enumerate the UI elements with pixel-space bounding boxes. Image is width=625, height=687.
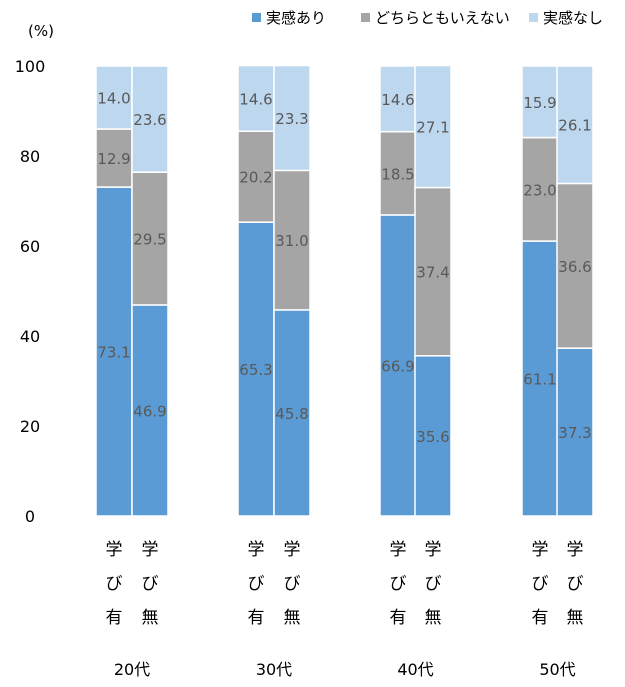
- bar-label-char: び: [248, 574, 265, 594]
- bar-label-char: び: [390, 574, 407, 594]
- bar-label-char: び: [142, 574, 159, 594]
- bar-label-char: び: [425, 574, 442, 594]
- data-label: 14.6: [381, 91, 414, 109]
- bar-segment: [521, 65, 559, 139]
- data-label: 65.3: [239, 361, 272, 379]
- bar-segment: [273, 64, 311, 172]
- bar-label-char: 有: [248, 608, 265, 628]
- y-tick-label: 60: [20, 237, 40, 256]
- legend: 実感あり どちらともいえない 実感なし: [252, 9, 603, 27]
- bar-label-char: 学: [567, 540, 584, 560]
- bar-segment: [521, 240, 559, 517]
- bar-label-char: 無: [284, 608, 301, 628]
- bar-segment: [521, 136, 559, 242]
- data-label: 14.6: [239, 90, 272, 108]
- bar-label-char: 無: [567, 608, 584, 628]
- bar-label-char: 学: [284, 540, 301, 560]
- data-label: 27.1: [416, 119, 449, 137]
- bar-label-char: 有: [390, 608, 407, 628]
- legend-swatch: [361, 13, 370, 22]
- bar-segment: [237, 64, 275, 132]
- bar-segment: [237, 221, 275, 517]
- data-labels: 73.1 12.9 14.0 46.9 29.5 23.6 65.3 20.2 14.6 45.8…: [97, 90, 591, 446]
- bars: [95, 64, 594, 517]
- y-axis-ticks: 0 20 40 60 80 100: [15, 57, 46, 526]
- bar-segment: [414, 186, 452, 357]
- bar-label-char: 学: [248, 540, 265, 560]
- data-label: 45.8: [275, 405, 308, 423]
- data-label: 66.9: [381, 357, 414, 375]
- bar-segment: [131, 171, 169, 306]
- bar-label-char: び: [284, 574, 301, 594]
- bar-label-char: 学: [106, 540, 123, 560]
- bar-label-char: 学: [425, 540, 442, 560]
- group-label: 50代: [539, 660, 575, 679]
- legend-label: 実感なし: [543, 9, 603, 27]
- data-label: 26.1: [558, 117, 591, 135]
- data-label: 35.6: [416, 428, 449, 446]
- data-label: 23.0: [523, 181, 556, 199]
- bar-label-char: 学: [142, 540, 159, 560]
- data-label: 31.0: [275, 232, 308, 250]
- y-tick-label: 0: [25, 507, 35, 526]
- y-tick-label: 80: [20, 147, 40, 166]
- bar-segment: [273, 309, 311, 517]
- bar-segment: [556, 65, 594, 185]
- bar-label-char: 有: [532, 608, 549, 628]
- data-label: 36.6: [558, 258, 591, 276]
- bar-label-char: び: [532, 574, 549, 594]
- data-label: 29.5: [133, 231, 166, 249]
- bar-segment: [131, 304, 169, 517]
- legend-swatch: [529, 13, 538, 22]
- bar-label-char: び: [106, 574, 123, 594]
- data-label: 46.9: [133, 402, 166, 420]
- bar-label-char: 学: [390, 540, 407, 560]
- data-label: 14.0: [97, 90, 130, 108]
- data-label: 12.9: [97, 150, 130, 168]
- data-label: 15.9: [523, 94, 556, 112]
- bar-segment: [131, 65, 169, 173]
- bar-label-char: 無: [425, 608, 442, 628]
- y-tick-label: 40: [20, 327, 40, 346]
- data-label: 37.4: [416, 264, 449, 282]
- group-label: 20代: [114, 660, 150, 679]
- bar-segment: [379, 214, 417, 517]
- group-label: 40代: [397, 660, 433, 679]
- bar-segment: [95, 65, 133, 130]
- data-label: 18.5: [381, 165, 414, 183]
- bar-segment: [273, 169, 311, 311]
- legend-label: どちらともいえない: [375, 9, 510, 27]
- bar-segment: [556, 182, 594, 349]
- y-tick-label: 100: [15, 57, 46, 76]
- bar-segment: [414, 355, 452, 517]
- data-label: 23.6: [133, 111, 166, 129]
- legend-swatch: [252, 13, 261, 22]
- bar-label-char: 無: [142, 608, 159, 628]
- data-label: 37.3: [558, 424, 591, 442]
- y-tick-label: 20: [20, 417, 40, 436]
- legend-label: 実感あり: [266, 9, 326, 27]
- y-axis-unit-label: (%): [28, 22, 54, 40]
- data-label: 61.1: [523, 371, 556, 389]
- bar-label-char: 学: [532, 540, 549, 560]
- data-label: 20.2: [239, 169, 272, 187]
- group-label: 30代: [256, 660, 292, 679]
- data-label: 23.3: [275, 110, 308, 128]
- bar-segment: [414, 64, 452, 189]
- bar-label-char: 有: [106, 608, 123, 628]
- bar-segment: [237, 130, 275, 223]
- bar-label-char: び: [567, 574, 584, 594]
- bar-segment: [95, 128, 133, 188]
- bar-segment: [95, 186, 133, 517]
- data-label: 73.1: [97, 344, 130, 362]
